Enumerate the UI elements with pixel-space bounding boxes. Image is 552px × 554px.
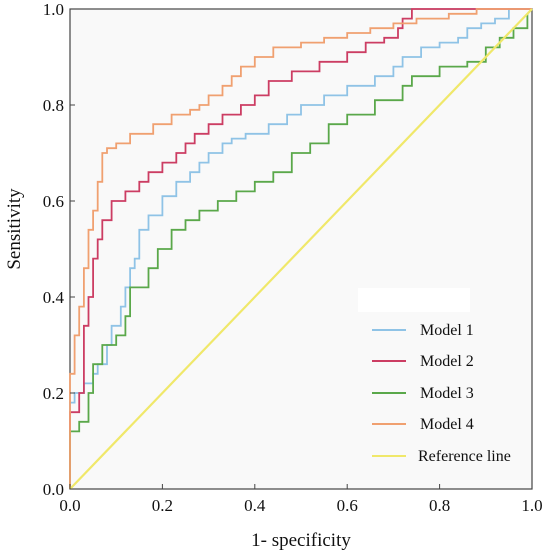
series-line-model-2 <box>69 8 532 489</box>
legend-entry-model-4: Model 4 <box>420 416 474 433</box>
axes-layer: 0.0 0.2 0.4 0.6 0.8 1.0 0.0 0.2 0.4 0.6 0.8 1.0 <box>43 0 543 515</box>
series-line-model-3 <box>69 8 533 489</box>
x-tick-label: 0.2 <box>152 496 173 515</box>
y-tick-label: 0.6 <box>43 192 64 211</box>
x-tick-label: 0.8 <box>429 496 450 515</box>
y-tick-label: 0.0 <box>43 480 64 499</box>
legend-entry-model-1: Model 1 <box>420 322 474 339</box>
x-tick-label: 0.0 <box>59 496 80 515</box>
y-tick-label: 1.0 <box>43 0 64 19</box>
legend-box <box>358 288 470 312</box>
series-line-reference-line <box>69 8 533 490</box>
x-tick-label: 0.6 <box>337 496 358 515</box>
y-tick-label: 0.2 <box>43 384 64 403</box>
legend-entry-model-3: Model 3 <box>420 385 474 402</box>
series-layer <box>69 8 533 490</box>
legend-entry-model-2: Model 2 <box>420 353 474 370</box>
y-tick-label: 0.8 <box>43 96 64 115</box>
x-tick-label: 0.4 <box>244 496 266 515</box>
y-tick-label: 0.4 <box>43 288 65 307</box>
y-axis-label: Sensitivity <box>4 188 25 270</box>
legend: Model 1 Model 2 Model 3 Model 4 Reference li… <box>358 288 511 465</box>
legend-entry-reference-line: Reference line <box>418 448 511 465</box>
x-tick-label: 1.0 <box>521 496 542 515</box>
series-line-model-4 <box>69 8 532 489</box>
x-axis-label: 1- specificity <box>251 530 351 551</box>
